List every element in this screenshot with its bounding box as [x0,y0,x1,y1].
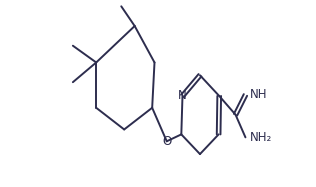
Text: N: N [178,89,187,102]
Text: NH₂: NH₂ [250,131,272,144]
Text: NH: NH [250,88,268,102]
Text: O: O [162,135,171,148]
